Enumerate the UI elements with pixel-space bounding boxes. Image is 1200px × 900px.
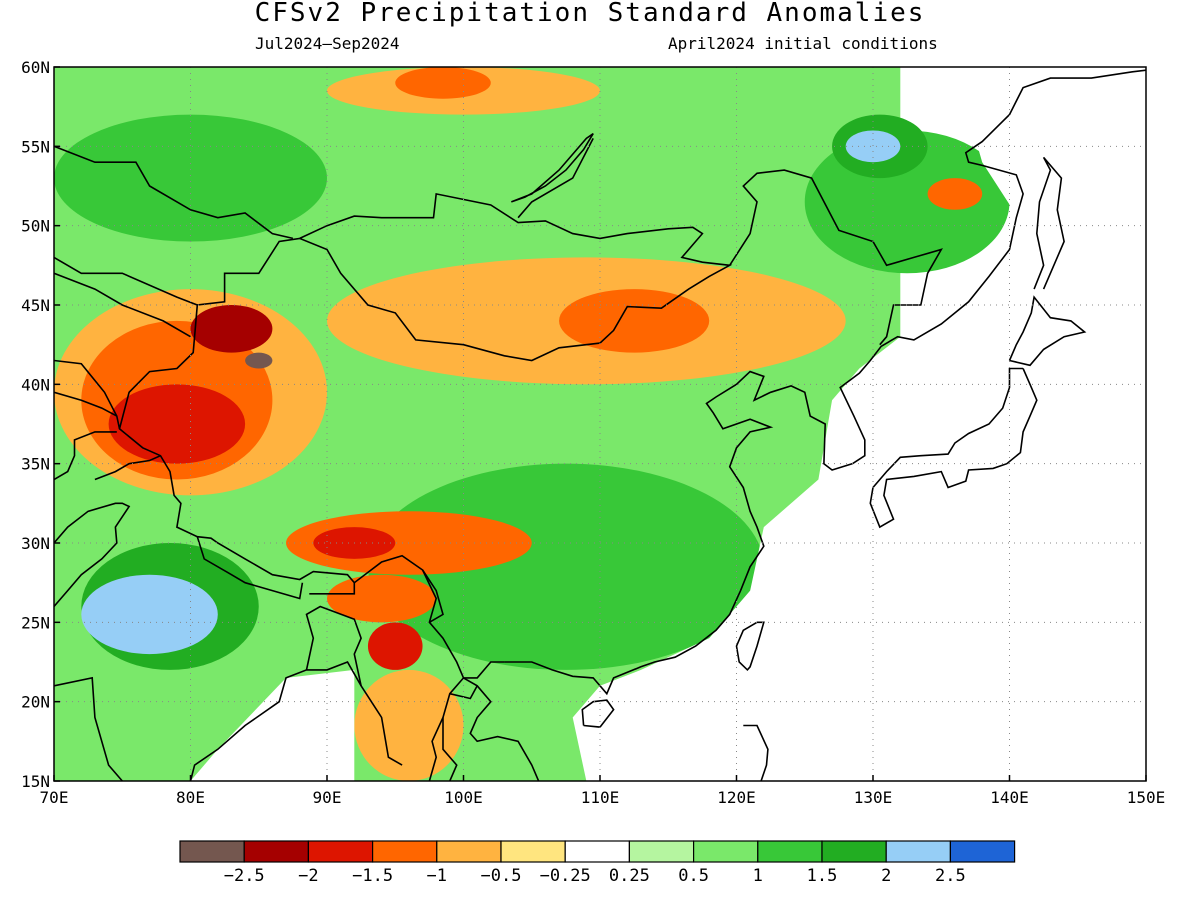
coastline-segment bbox=[735, 621, 765, 672]
coastline-segment bbox=[54, 676, 123, 781]
lon-tick-label: 70E bbox=[40, 788, 69, 807]
anomaly-fill-layer bbox=[54, 67, 1146, 781]
coastline-segment bbox=[54, 359, 465, 679]
coastline-segment bbox=[54, 431, 117, 481]
lat-tick-label: 15N bbox=[21, 772, 50, 791]
colorbar-label: 0.5 bbox=[678, 866, 709, 886]
lon-tick-label: 100E bbox=[444, 788, 483, 807]
coastline-segment bbox=[1033, 156, 1065, 290]
colorbar-label: −2.5 bbox=[224, 866, 265, 886]
coastline-segment bbox=[309, 582, 356, 595]
coastline-segment bbox=[511, 132, 594, 203]
coastline-segment bbox=[54, 272, 191, 338]
lon-tick-label: 130E bbox=[854, 788, 893, 807]
lat-tick-label: 30N bbox=[21, 534, 50, 553]
coastline-segment bbox=[54, 502, 131, 608]
lat-tick-label: 40N bbox=[21, 375, 50, 394]
anomaly-region bbox=[108, 384, 246, 464]
colorbar-label: 2 bbox=[881, 866, 891, 886]
colorbar-label: 1.5 bbox=[807, 866, 838, 886]
colorbar-swatch bbox=[757, 840, 823, 863]
anomaly-region bbox=[190, 305, 273, 353]
lat-tick-label: 50N bbox=[21, 217, 50, 236]
coastline-segment bbox=[421, 569, 444, 623]
coastline-segment bbox=[463, 677, 540, 781]
coastline-segment bbox=[743, 724, 769, 781]
colorbar-swatch bbox=[372, 840, 438, 863]
lon-tick-label: 80E bbox=[176, 788, 205, 807]
coastline-segment bbox=[442, 717, 458, 781]
coastline-segment bbox=[54, 391, 118, 417]
colorbar-swatch bbox=[179, 840, 245, 863]
anomaly-region bbox=[354, 669, 464, 781]
colorbar-label: −1 bbox=[427, 866, 447, 886]
lat-tick-label: 55N bbox=[21, 137, 50, 156]
colorbar-swatch bbox=[564, 840, 631, 863]
axis-ticks: 70E 80E 90E 100E 110E 120E 130E 140E 150E 15N 20N 2… bbox=[21, 58, 1165, 807]
colorbar-label: −2 bbox=[298, 866, 318, 886]
anomaly-region bbox=[395, 67, 491, 99]
coastline-segment bbox=[54, 256, 198, 306]
colorbar-swatch bbox=[243, 840, 309, 863]
coastline-segment bbox=[449, 685, 478, 700]
anomaly-region bbox=[927, 178, 983, 210]
lon-tick-label: 120E bbox=[717, 788, 756, 807]
anomaly-region bbox=[367, 622, 423, 670]
ocean-mask bbox=[190, 669, 355, 781]
coastline-segment bbox=[517, 138, 594, 219]
lat-tick-label: 20N bbox=[21, 693, 50, 712]
lon-tick-label: 90E bbox=[313, 788, 342, 807]
forecast-period: Jul2024–Sep2024 bbox=[255, 34, 400, 53]
colorbar-label: −0.25 bbox=[540, 866, 591, 886]
colorbar-swatch bbox=[436, 840, 502, 863]
coastline-segment bbox=[94, 454, 161, 481]
colorbar-swatch bbox=[692, 840, 759, 863]
lon-tick-label: 140E bbox=[990, 788, 1029, 807]
coastline-segment bbox=[118, 192, 733, 430]
colorbar-swatch bbox=[500, 840, 566, 863]
colorbar-label: 0.25 bbox=[609, 866, 650, 886]
colorbar-swatch bbox=[307, 840, 374, 863]
chart-title: CFSv2 Precipitation Standard Anomalies bbox=[254, 0, 926, 28]
colorbar-swatch bbox=[885, 840, 952, 863]
lat-tick-label: 35N bbox=[21, 455, 50, 474]
colorbar-label: 1 bbox=[753, 866, 763, 886]
lon-tick-label: 110E bbox=[581, 788, 620, 807]
coastline-segment bbox=[305, 605, 362, 686]
lat-tick-label: 45N bbox=[21, 296, 50, 315]
anomaly-region bbox=[245, 352, 273, 369]
lat-tick-label: 60N bbox=[21, 58, 50, 77]
initial-conditions: April2024 initial conditions bbox=[668, 34, 938, 53]
colorbar-label: 2.5 bbox=[935, 866, 966, 886]
coastline-segment bbox=[196, 536, 304, 600]
coastline-segment bbox=[1008, 295, 1087, 367]
anomaly-region bbox=[81, 574, 218, 655]
colorbar-swatch bbox=[628, 840, 695, 863]
coastline-segment bbox=[54, 145, 294, 240]
anomaly-region bbox=[559, 289, 710, 353]
anomaly-region bbox=[845, 130, 901, 163]
coastline-segment bbox=[504, 69, 1146, 696]
colorbar-swatch bbox=[821, 840, 887, 863]
coastline-layer bbox=[54, 69, 1146, 781]
lat-tick-label: 25N bbox=[21, 613, 50, 632]
colorbar-label: −1.5 bbox=[352, 866, 393, 886]
lon-tick-label: 150E bbox=[1127, 788, 1166, 807]
grid-layer bbox=[54, 67, 1146, 781]
ocean-mask bbox=[572, 67, 1146, 781]
colorbar-label: −0.5 bbox=[481, 866, 522, 886]
coastline-segment bbox=[869, 367, 1038, 529]
colorbar-swatch bbox=[949, 840, 1016, 863]
colorbar: −2.5 −2 −1.5 −1 −0.5 −0.25 0.25 0.5 1 1.5 2 2.5 bbox=[179, 840, 1016, 886]
